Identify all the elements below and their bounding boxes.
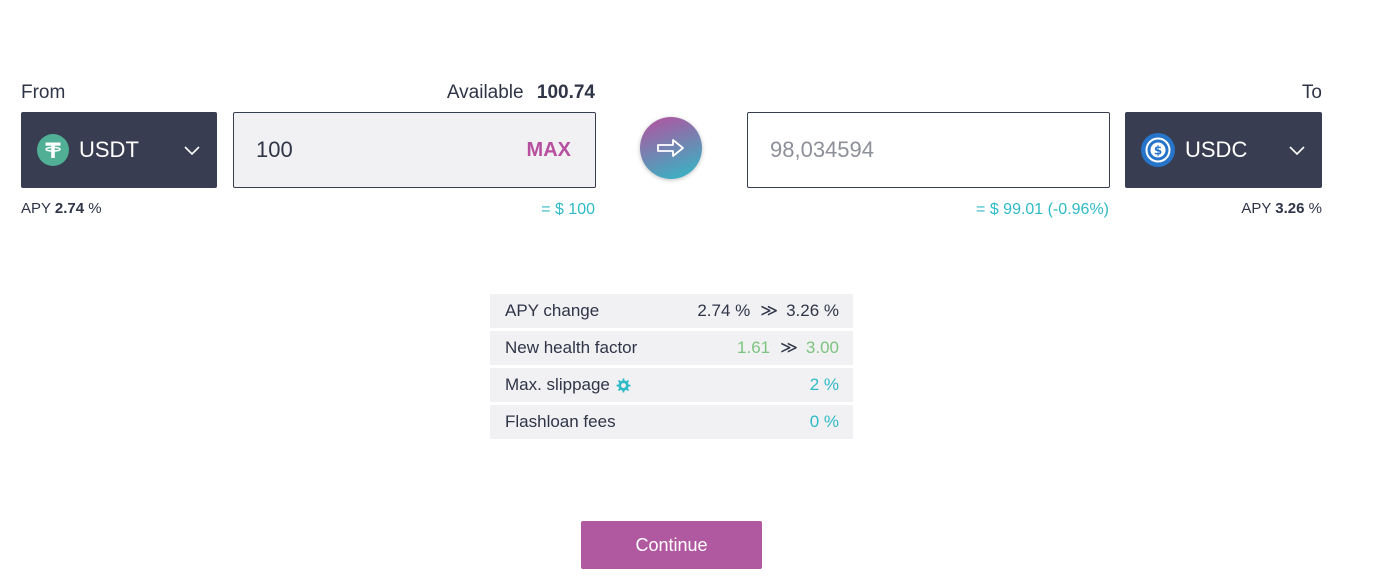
available-label: Available (446, 82, 524, 103)
health-factor-to: 3.00 (805, 338, 839, 357)
flashloan-fees-value: 0 % (809, 412, 839, 431)
max-slippage-label: Max. slippage (505, 375, 610, 394)
apy-change-to: 3.26 % (786, 301, 839, 320)
flashloan-fees-label: Flashloan fees (505, 412, 616, 431)
flashloan-fees-row: Flashloan fees 0 % (490, 405, 853, 439)
continue-button[interactable]: Continue (581, 521, 762, 569)
chevron-down-icon (183, 141, 201, 159)
available-balance: Available 100.74 (233, 82, 595, 104)
to-apy-label: APY (1241, 200, 1272, 217)
apy-change-row: APY change 2.74 % ≫ 3.26 % (490, 294, 853, 328)
health-factor-row: New health factor 1.61 ≫ 3.00 (490, 331, 853, 365)
max-slippage-row: Max. slippage 2 % (490, 368, 853, 402)
max-slippage-value: 2 % (809, 375, 839, 394)
to-token-select[interactable]: $ USDC (1125, 112, 1322, 188)
from-amount-field[interactable]: MAX (233, 112, 596, 188)
from-apy-label: APY (21, 200, 51, 217)
max-button[interactable]: MAX (526, 138, 571, 161)
from-label: From (21, 82, 66, 103)
gear-icon[interactable] (616, 377, 631, 393)
usdc-logo-icon: $ (1141, 133, 1175, 167)
available-value: 100.74 (536, 82, 595, 103)
from-apy-value: 2.74 (54, 200, 85, 217)
health-factor-separator: ≫ (780, 338, 798, 357)
apy-change-label: APY change (505, 301, 600, 320)
to-apy: APY 3.26 % (1125, 200, 1322, 217)
from-token-select[interactable]: USDT (21, 112, 217, 188)
apy-change-from: 2.74 % (697, 301, 751, 320)
tether-logo-icon (37, 134, 69, 166)
apy-change-separator: ≫ (760, 301, 778, 320)
from-amount-input[interactable] (256, 137, 506, 163)
to-apy-unit: % (1308, 200, 1322, 217)
from-usd-value: = $ 100 (541, 201, 595, 218)
to-apy-value: 3.26 (1275, 200, 1305, 217)
from-token-name: USDT (79, 137, 139, 162)
to-token-name: USDC (1185, 137, 1248, 162)
from-apy-unit: % (88, 200, 102, 217)
health-factor-from: 1.61 (737, 338, 771, 357)
chevron-down-icon (1288, 141, 1306, 159)
to-amount-field[interactable] (747, 112, 1110, 188)
svg-text:$: $ (1154, 144, 1162, 158)
arrow-right-icon (656, 138, 686, 158)
to-amount-input[interactable] (770, 137, 1020, 163)
health-factor-label: New health factor (505, 338, 638, 357)
to-usd-value: = $ 99.01 (-0.96%) (976, 201, 1109, 218)
to-label: To (1301, 82, 1322, 103)
swap-direction-button[interactable] (640, 117, 702, 179)
swap-details-table: APY change 2.74 % ≫ 3.26 % New health fa… (490, 294, 853, 442)
from-apy: APY 2.74 % (21, 200, 102, 217)
